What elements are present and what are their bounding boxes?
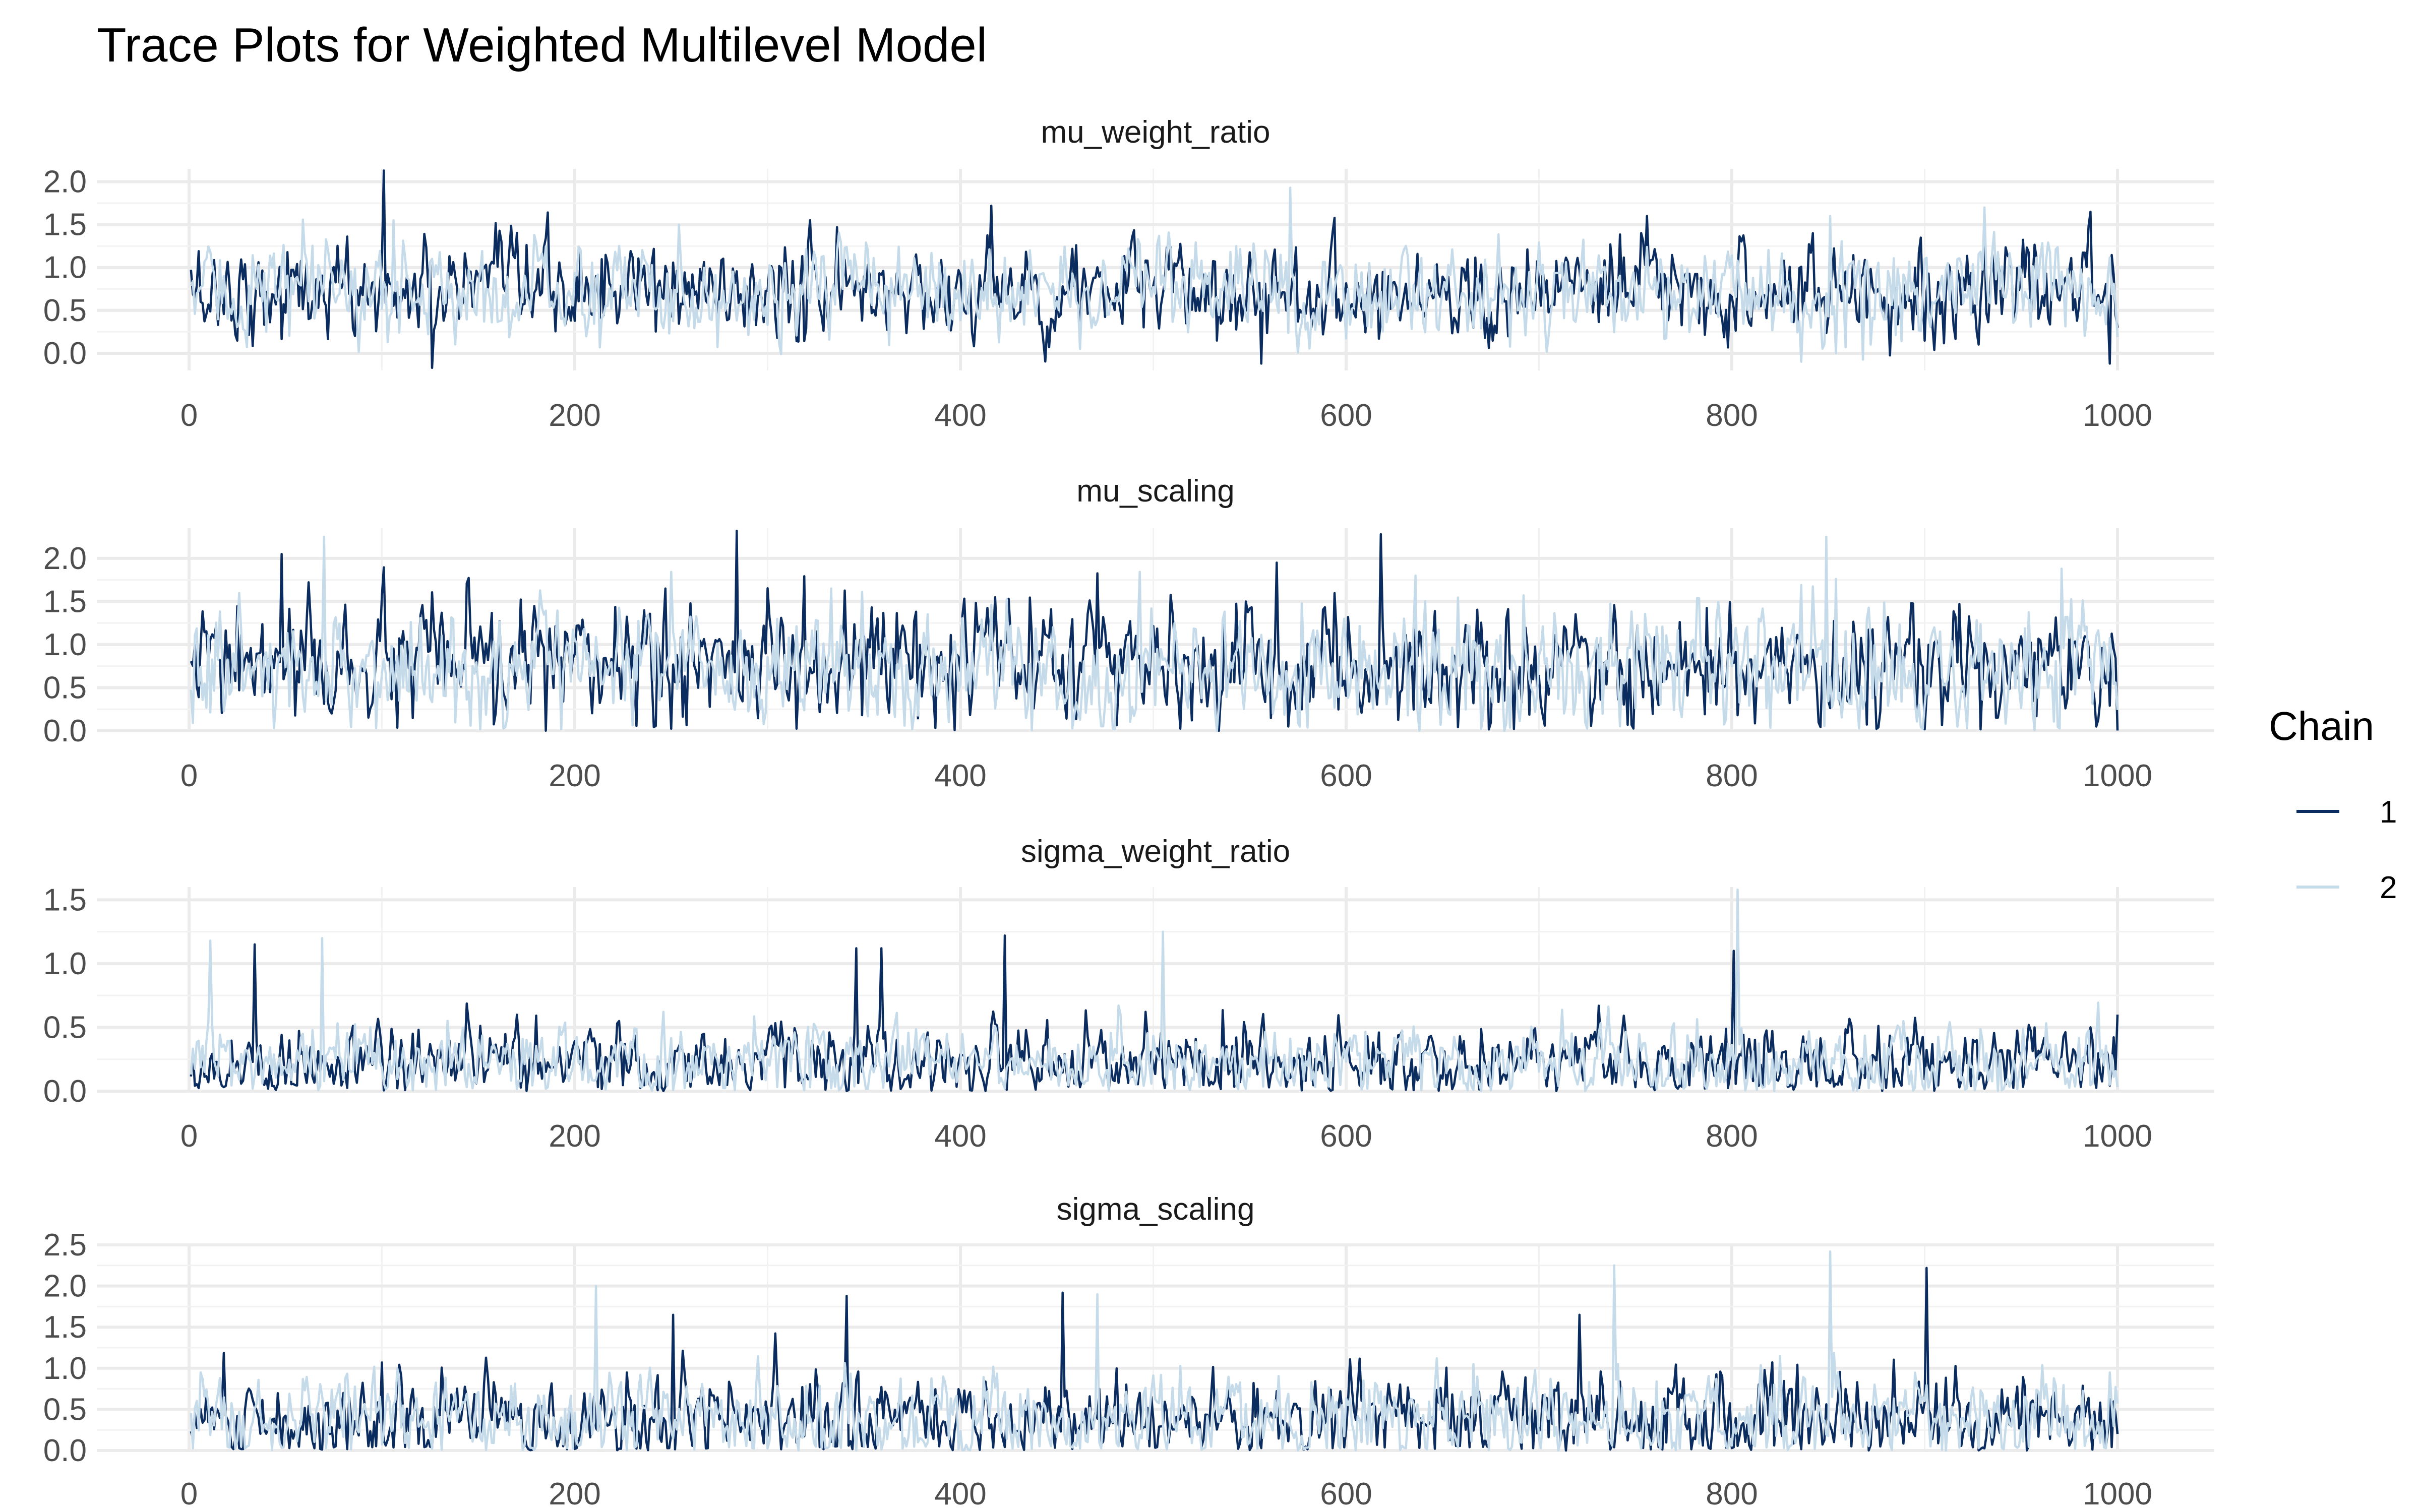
x-tick-label: 200: [549, 1477, 600, 1511]
y-tick-label: 0.0: [43, 714, 87, 748]
y-tick-label: 1.0: [43, 250, 87, 285]
x-tick-label: 600: [1320, 759, 1372, 793]
y-tick-label: 1.0: [43, 627, 87, 662]
x-tick-label: 0: [180, 759, 198, 793]
y-tick-label: 0.0: [43, 336, 87, 371]
x-tick-label: 1000: [2083, 398, 2152, 433]
x-tick-label: 400: [934, 1477, 986, 1511]
x-tick-label: 200: [549, 1119, 600, 1154]
legend-title: Chain: [2269, 704, 2374, 748]
trace-line-chain-2: [190, 1250, 2119, 1452]
x-tick-label: 0: [180, 1119, 198, 1154]
y-tick-label: 0.5: [43, 293, 87, 328]
legend-label-chain-2: 2: [2380, 870, 2397, 905]
panel-strip-title: sigma_scaling: [1057, 1192, 1255, 1227]
y-tick-label: 0.5: [43, 1392, 87, 1427]
panel-mu-weight-ratio: mu_weight_ratio 0.0 0.5 1.0 1.5 2.0 0 200 400 600…: [43, 115, 2214, 433]
y-tick-label: 1.5: [43, 1310, 87, 1345]
y-tick-label: 1.5: [43, 208, 87, 242]
x-tick-label: 800: [1706, 1477, 1758, 1511]
y-tick-label: 0.5: [43, 670, 87, 705]
x-tick-label: 200: [549, 759, 600, 793]
panels: mu_weight_ratio 0.0 0.5 1.0 1.5 2.0 0 200 400 600…: [43, 115, 2214, 1511]
panel-strip-title: mu_scaling: [1076, 474, 1235, 509]
legend: Chain 1 2: [2269, 704, 2397, 905]
panel-sigma-weight-ratio: sigma_weight_ratio 0.0 0.5 1.0 1.5 0 200 400 600…: [43, 834, 2214, 1154]
x-tick-label: 0: [180, 398, 198, 433]
panel-sigma-scaling: sigma_scaling 0.0 0.5 1.0 1.5 2.0 2.5 0 200 400 60…: [43, 1192, 2214, 1511]
y-tick-label: 1.0: [43, 1351, 87, 1386]
x-tick-label: 1000: [2083, 759, 2152, 793]
panel-strip-title: mu_weight_ratio: [1041, 115, 1270, 150]
trace-line-chain-1: [190, 529, 2119, 732]
x-tick-label: 400: [934, 1119, 986, 1154]
y-tick-label: 0.5: [43, 1010, 87, 1045]
trace-line-chain-2: [190, 186, 2119, 363]
trace-line-chain-2: [190, 535, 2119, 732]
x-tick-label: 0: [180, 1477, 198, 1511]
trace-line-chain-2: [190, 888, 2119, 1092]
y-tick-label: 0.0: [43, 1074, 87, 1109]
y-tick-label: 2.0: [43, 165, 87, 200]
trace-line-chain-1: [190, 1267, 2119, 1452]
x-tick-label: 400: [934, 398, 986, 433]
legend-label-chain-1: 1: [2380, 795, 2397, 830]
y-tick-label: 1.5: [43, 584, 87, 619]
y-tick-label: 1.0: [43, 947, 87, 981]
x-tick-label: 1000: [2083, 1477, 2152, 1511]
x-tick-label: 600: [1320, 1119, 1372, 1154]
x-tick-label: 800: [1706, 398, 1758, 433]
panel-strip-title: sigma_weight_ratio: [1021, 834, 1290, 869]
x-tick-label: 1000: [2083, 1119, 2152, 1154]
panel-mu-scaling: mu_scaling 0.0 0.5 1.0 1.5 2.0 0 200 400 600 800 10…: [43, 474, 2214, 793]
y-tick-label: 2.5: [43, 1228, 87, 1263]
chart-title: Trace Plots for Weighted Multilevel Mode…: [97, 18, 987, 72]
x-tick-label: 800: [1706, 759, 1758, 793]
x-tick-label: 600: [1320, 398, 1372, 433]
x-tick-label: 800: [1706, 1119, 1758, 1154]
y-tick-label: 1.5: [43, 883, 87, 917]
y-tick-label: 0.0: [43, 1433, 87, 1468]
x-tick-label: 600: [1320, 1477, 1372, 1511]
y-tick-label: 2.0: [43, 1269, 87, 1304]
trace-line-chain-1: [190, 934, 2119, 1093]
x-tick-label: 400: [934, 759, 986, 793]
x-tick-label: 200: [549, 398, 600, 433]
y-tick-label: 2.0: [43, 541, 87, 576]
